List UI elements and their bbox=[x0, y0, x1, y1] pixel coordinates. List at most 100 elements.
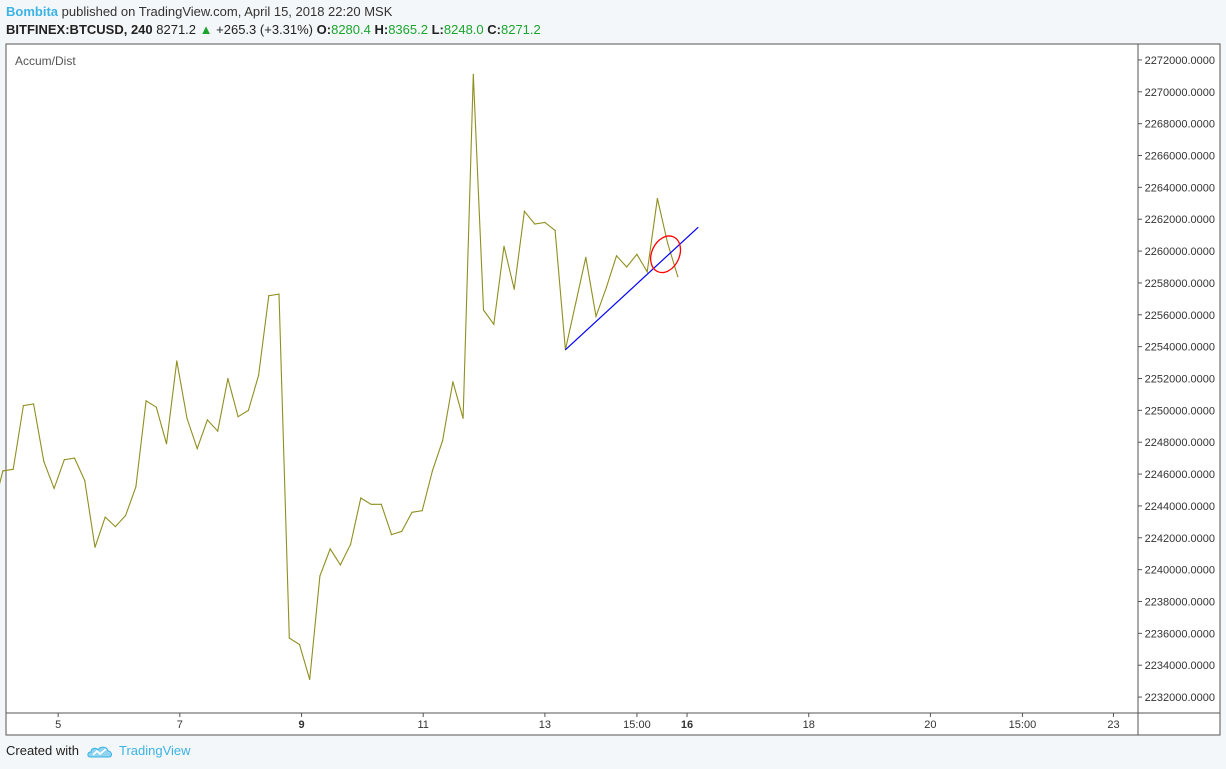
data-point bbox=[22, 405, 24, 407]
data-point bbox=[176, 360, 178, 362]
y-tick-label: 2260000.0000 bbox=[1145, 246, 1215, 258]
close-label: C: bbox=[487, 22, 501, 37]
data-point bbox=[135, 486, 137, 488]
data-point bbox=[73, 457, 76, 459]
data-point bbox=[677, 276, 679, 278]
data-point bbox=[575, 303, 577, 305]
published-text: published on TradingView.com, April 15, … bbox=[61, 4, 393, 19]
data-point bbox=[258, 374, 260, 376]
y-tick-label: 2252000.0000 bbox=[1145, 374, 1215, 386]
data-point bbox=[247, 409, 249, 411]
data-point bbox=[12, 468, 14, 470]
low-label: L: bbox=[431, 22, 444, 37]
y-axis-ticks: 2232000.0000 2234000.0000 2236000.0000 2238… bbox=[1138, 55, 1215, 704]
y-tick-label: 2250000.0000 bbox=[1145, 405, 1215, 417]
data-point bbox=[636, 253, 638, 255]
price-change: +265.3 (+3.31%) bbox=[216, 22, 314, 37]
y-tick-label: 2268000.0000 bbox=[1145, 119, 1215, 131]
data-point bbox=[114, 526, 116, 528]
symbol-info: BITFINEX:BTCUSD, 240 8271.2 ▲ +265.3 (+3… bbox=[6, 22, 541, 37]
x-tick-label: 7 bbox=[177, 719, 183, 731]
price-axis[interactable] bbox=[1137, 43, 1221, 714]
y-tick-label: 2240000.0000 bbox=[1145, 565, 1215, 577]
trendline bbox=[564, 226, 699, 351]
chart-title: Accum/Dist bbox=[15, 54, 76, 68]
y-tick-label: 2264000.0000 bbox=[1145, 182, 1215, 194]
publish-info: Bombita published on TradingView.com, Ap… bbox=[6, 4, 392, 19]
x-tick-label: 5 bbox=[55, 719, 61, 731]
data-point bbox=[339, 564, 341, 566]
x-tick-label: 15:00 bbox=[623, 719, 651, 731]
data-point bbox=[595, 315, 597, 317]
y-tick-label: 2270000.0000 bbox=[1145, 87, 1215, 99]
x-tick-label: 13 bbox=[539, 719, 551, 731]
accum-dist-line bbox=[0, 74, 679, 680]
open-label: O: bbox=[316, 22, 332, 37]
y-tick-label: 2266000.0000 bbox=[1145, 151, 1215, 163]
data-point bbox=[431, 470, 433, 472]
data-point bbox=[605, 287, 607, 289]
y-tick-label: 2236000.0000 bbox=[1145, 628, 1215, 640]
tradingview-cloud-icon bbox=[87, 746, 112, 757]
data-point bbox=[442, 440, 444, 442]
data-point bbox=[360, 497, 362, 499]
y-tick-label: 2272000.0000 bbox=[1145, 55, 1215, 67]
data-point bbox=[104, 516, 106, 518]
data-point bbox=[329, 548, 331, 550]
data-point bbox=[217, 430, 219, 432]
series-layer bbox=[0, 73, 679, 681]
footer: Created with TradingView bbox=[6, 743, 191, 758]
x-tick-label: 20 bbox=[924, 719, 936, 731]
plot-area[interactable] bbox=[5, 43, 1139, 714]
y-tick-label: 2262000.0000 bbox=[1145, 214, 1215, 226]
data-point bbox=[462, 417, 464, 419]
data-point bbox=[288, 637, 290, 639]
y-tick-label: 2242000.0000 bbox=[1145, 533, 1215, 545]
x-tick-label: 15:00 bbox=[1009, 719, 1037, 731]
author-link[interactable]: Bombita bbox=[6, 4, 58, 19]
tradingview-brand-link[interactable]: TradingView bbox=[118, 743, 191, 758]
change-arrow-icon: ▲ bbox=[199, 22, 213, 37]
high-value: 8365.2 bbox=[388, 22, 428, 37]
x-tick-label: 9 bbox=[298, 719, 304, 731]
data-point bbox=[298, 643, 301, 646]
data-point bbox=[380, 503, 382, 505]
data-point bbox=[667, 242, 669, 244]
data-point bbox=[155, 406, 157, 408]
data-point bbox=[145, 400, 147, 402]
data-point bbox=[350, 543, 352, 545]
last-price: 8271.2 bbox=[156, 22, 197, 37]
data-point bbox=[206, 419, 208, 421]
data-point bbox=[278, 293, 280, 295]
annotation-layer bbox=[564, 226, 699, 351]
data-point bbox=[237, 416, 239, 418]
data-point bbox=[84, 479, 86, 481]
data-point bbox=[646, 271, 648, 273]
data-point bbox=[544, 221, 546, 223]
axis-corner bbox=[1137, 712, 1221, 736]
data-point bbox=[554, 229, 556, 231]
high-label: H: bbox=[374, 22, 389, 37]
data-point bbox=[421, 510, 423, 512]
y-tick-label: 2246000.0000 bbox=[1145, 469, 1215, 481]
created-with-text: Created with bbox=[6, 743, 79, 758]
data-point bbox=[472, 73, 474, 75]
y-tick-label: 2254000.0000 bbox=[1145, 342, 1215, 354]
data-point bbox=[309, 678, 311, 681]
data-point bbox=[43, 460, 45, 462]
data-point bbox=[53, 487, 55, 489]
y-tick-label: 2248000.0000 bbox=[1145, 437, 1215, 449]
data-point bbox=[125, 514, 127, 517]
data-point bbox=[513, 288, 515, 290]
data-point bbox=[585, 256, 587, 258]
x-axis-ticks: 5 7 9 11 13 15:00 16 18 20 15:00 23 bbox=[55, 713, 1120, 731]
close-value: 8271.2 bbox=[500, 22, 541, 37]
data-point bbox=[186, 417, 188, 419]
low-value: 8248.0 bbox=[443, 22, 484, 37]
x-tick-label: 16 bbox=[681, 719, 693, 731]
data-point bbox=[33, 403, 35, 405]
highlight-ellipse bbox=[650, 235, 682, 274]
data-point bbox=[452, 381, 454, 383]
data-point bbox=[493, 323, 495, 325]
